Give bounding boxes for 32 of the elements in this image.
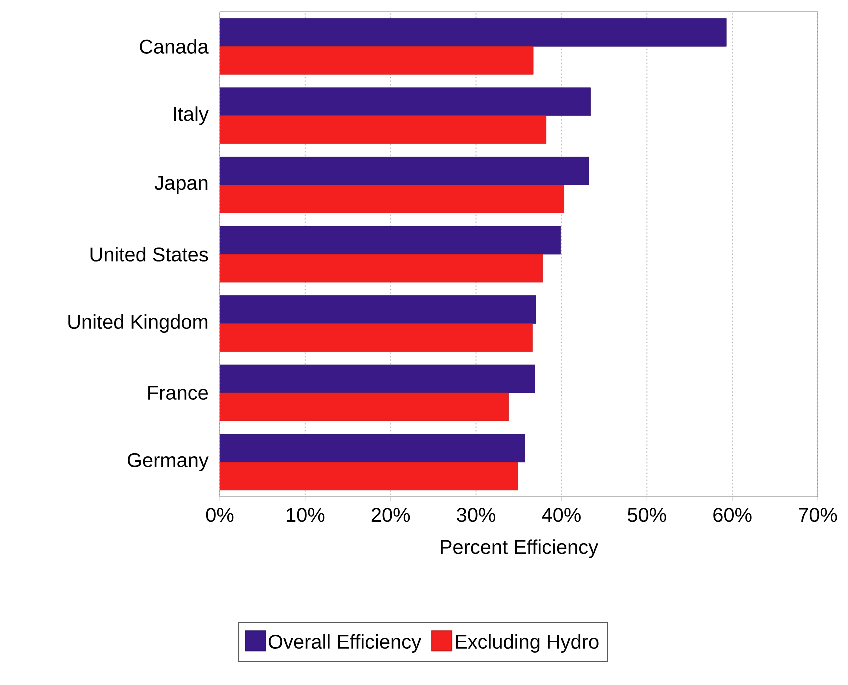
bar [220,46,534,75]
x-tick-label: 60% [714,508,752,522]
bar [220,88,591,116]
y-tick-label: United Kingdom [68,314,208,334]
legend-label: Overall Efficiency [268,634,422,653]
bar [220,364,536,394]
y-tick-label: Germany [128,453,209,472]
bar [220,226,562,255]
x-tick-label: 10% [287,508,325,522]
x-tick-label: 50% [628,508,666,522]
bar [220,157,590,186]
y-tick-label: United States [90,247,208,262]
bar [220,434,526,463]
bar [220,116,547,144]
bar [220,185,564,214]
bar [220,324,533,352]
x-tick-label: 20% [372,508,410,522]
bar [220,296,536,324]
bar [220,18,727,47]
bar [220,254,544,283]
y-tick-label: Canada [140,39,209,54]
x-axis-title: Percent Efficiency [441,540,599,558]
x-tick-label: 0% [206,508,234,522]
bar [220,392,509,422]
x-tick-label: 30% [457,508,496,522]
y-tick-label: Japan [154,176,208,194]
x-tick-label: 40% [542,508,581,522]
x-tick-label: 70% [799,508,838,522]
legend-label: Excluding Hydro [456,634,599,653]
y-tick-label: France [148,386,208,400]
bar [220,462,518,491]
y-tick-label: Italy [174,106,209,126]
